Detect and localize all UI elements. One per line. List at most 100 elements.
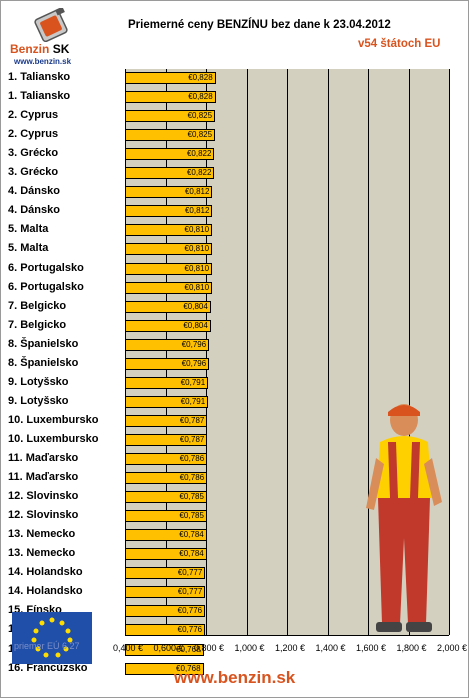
category-label: 14. Holandsko: [8, 585, 83, 598]
category-label: 10. Luxembursko: [8, 413, 99, 426]
worker-mascot-icon: [366, 404, 442, 632]
category-label: 2. Cyprus: [8, 109, 59, 122]
bar: [125, 91, 216, 104]
category-label: 11. Maďarsko: [8, 471, 79, 484]
bar: [125, 148, 215, 161]
category-label: 13. Nemecko: [8, 547, 76, 560]
bar: [125, 643, 204, 656]
grid-line: [125, 69, 126, 635]
bar-value-label: €0,784: [179, 549, 204, 559]
bar: [125, 129, 216, 142]
grid-line: [368, 69, 369, 635]
grid-line: [449, 69, 450, 635]
category-label: 4. Dánsko: [8, 204, 60, 217]
benzin-logo: Benzin SK www.benzin.sk: [10, 8, 92, 68]
x-tick-label: 1,000 €: [234, 643, 265, 653]
category-label: 14. Holandsko: [8, 566, 83, 579]
x-tick-label: 1,600 €: [356, 643, 387, 653]
bar-value-label: €0,777: [177, 587, 203, 597]
bar-value-label: €0,786: [179, 454, 205, 463]
bar-value-label: €0,786: [179, 473, 205, 483]
bar-value-label: €0,776: [177, 606, 203, 616]
category-label: 1. Taliansko: [8, 71, 71, 83]
category-label: 2. Cyprus: [8, 128, 59, 141]
bar: [125, 567, 206, 580]
bar-value-label: €0,828: [188, 92, 213, 102]
bar-value-label: €0,784: [179, 530, 204, 540]
bar-value-label: €0,768: [176, 663, 201, 673]
bar-value-label: €0,804: [183, 320, 208, 330]
bar-value-label: €0,785: [179, 492, 204, 502]
bar: [125, 281, 213, 294]
bar-value-label: €0,768: [176, 644, 201, 654]
x-tick-label: 1,200 €: [275, 643, 306, 653]
logo-url: www.benzin.sk: [14, 57, 72, 66]
category-label: 9. Lotyšsko: [8, 394, 69, 407]
bar: [125, 529, 207, 542]
grid-line: [327, 69, 329, 635]
category-label: 12. Slovinsko: [8, 490, 79, 503]
website-link[interactable]: www.benzin.sk: [174, 668, 296, 687]
category-label: 5. Malta: [8, 242, 49, 255]
bar-value-label: €0,787: [179, 434, 205, 444]
bar: [125, 262, 213, 275]
category-label: 3. Grécko: [8, 147, 59, 160]
bar-value-label: €0,796: [181, 339, 207, 349]
bar-value-label: €0,785: [179, 511, 204, 521]
x-tick-label: 0,800 €: [194, 643, 225, 653]
bar-value-label: €0,812: [184, 206, 210, 216]
bar-value-label: €0,791: [180, 377, 206, 387]
bar-value-label: €0,804: [183, 301, 208, 311]
eu-flag-icon: [12, 612, 92, 664]
x-tick-label: 1,800 €: [396, 643, 427, 653]
category-label: 5. Malta: [8, 223, 49, 236]
grid-line: [206, 69, 207, 635]
bar-value-label: €0,822: [186, 149, 212, 159]
category-label: 8. Španielsko: [8, 356, 79, 369]
bar: [125, 357, 210, 370]
bar: [125, 586, 206, 599]
bar-value-label: €0,777: [177, 568, 203, 578]
grid-line: [246, 69, 248, 635]
bar: [125, 605, 206, 618]
bar-value-label: €0,810: [184, 282, 210, 292]
bar-value-label: €0,828: [188, 73, 213, 82]
bar-value-label: €0,825: [187, 111, 213, 121]
bar-value-label: €0,810: [184, 225, 210, 235]
bar: [125, 453, 208, 465]
bar: [125, 338, 210, 351]
category-label: 11. Maďarsko: [8, 452, 79, 464]
bar: [125, 72, 216, 84]
bar-value-label: €0,796: [181, 358, 207, 368]
bar-value-label: €0,810: [184, 244, 210, 254]
bar-value-label: €0,791: [180, 396, 206, 406]
category-label: 3. Grécko: [8, 166, 59, 179]
fuel-can-icon: [34, 8, 68, 42]
category-label: 1. Taliansko: [8, 90, 71, 103]
bar-value-label: €0,810: [184, 263, 210, 273]
category-label: 9. Lotyšsko: [8, 375, 69, 388]
x-axis: [125, 635, 449, 636]
x-tick-label: 1,400 €: [315, 643, 346, 653]
bar: [125, 491, 207, 504]
chart-title: Priemerné ceny BENZÍNU bez dane k 23.04.…: [128, 19, 391, 31]
grid-line: [165, 69, 167, 635]
bar: [125, 186, 213, 199]
bar: [125, 167, 215, 180]
category-label: 16. Francúzsko: [8, 661, 88, 674]
bar: [125, 224, 213, 237]
bar-value-label: €0,812: [184, 187, 210, 197]
grid-line: [408, 69, 410, 635]
x-tick-label: 2,000 €: [437, 643, 468, 653]
x-tick-label: 0,400 €: [113, 643, 144, 653]
category-label: 7. Belgicko: [8, 318, 67, 331]
bar: [125, 376, 209, 389]
bar: [125, 414, 208, 427]
bar: [125, 510, 207, 523]
category-label: 7. Belgicko: [8, 299, 67, 312]
category-label: 6. Portugalsko: [8, 280, 84, 293]
category-label: 4. Dánsko: [8, 185, 60, 198]
category-label: 12. Slovinsko: [8, 509, 79, 522]
x-tick-label: 0,600 €: [153, 643, 184, 653]
bar: [125, 433, 208, 446]
